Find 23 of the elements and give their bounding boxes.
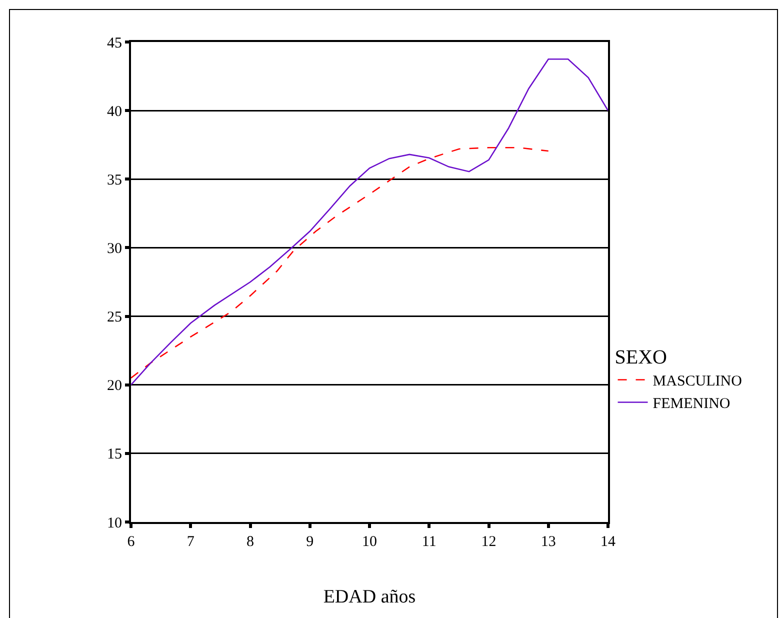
line-series <box>131 58 608 386</box>
x-tick-label: 14 <box>600 534 616 550</box>
legend-title: SEXO <box>614 346 668 368</box>
legend-label: FEMENINO <box>652 396 730 412</box>
y-tick-label: 40 <box>107 104 122 120</box>
x-tick-label: 8 <box>246 534 254 550</box>
x-tick-label: 12 <box>481 534 496 550</box>
y-tick-label: 20 <box>107 378 122 394</box>
y-tick-label: 15 <box>107 446 122 463</box>
y-tick-label: 30 <box>107 240 122 257</box>
x-tick-label: 10 <box>362 534 377 550</box>
x-tick-label: 13 <box>540 534 556 550</box>
x-tick-label: 9 <box>306 534 314 550</box>
legend-label: MASCULINO <box>652 374 742 390</box>
y-tick-label: 35 <box>107 172 122 188</box>
y-tick-label: 45 <box>107 35 122 52</box>
x-axis-title: EDAD años <box>323 586 416 608</box>
line-series <box>131 146 550 379</box>
y-tick-label: 25 <box>107 310 122 326</box>
x-tick-label: 7 <box>186 534 195 550</box>
x-tick-label: 11 <box>422 534 436 550</box>
x-tick-label: 6 <box>127 534 136 550</box>
y-tick-label: 10 <box>107 515 122 532</box>
